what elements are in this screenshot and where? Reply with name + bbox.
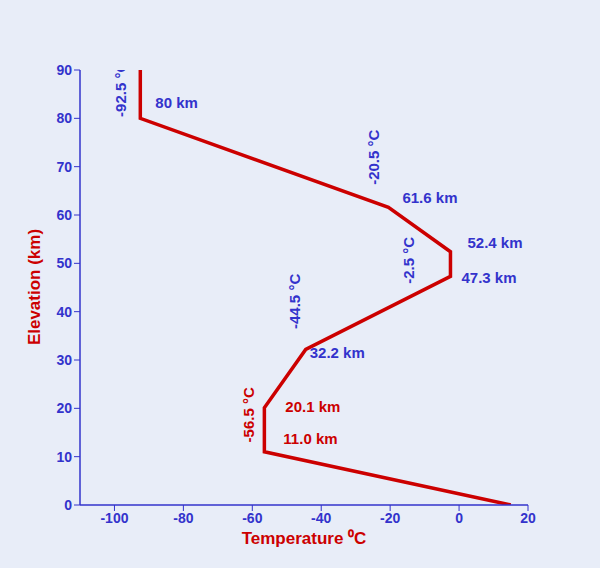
svg-text:-92.5 °C: -92.5 °C (112, 70, 129, 117)
svg-text:20.1 km: 20.1 km (285, 398, 340, 415)
svg-text:40: 40 (56, 304, 72, 320)
svg-text:60: 60 (56, 207, 72, 223)
svg-text:90: 90 (56, 62, 72, 78)
svg-text:11.0 km: 11.0 km (283, 430, 337, 447)
svg-text:0: 0 (455, 510, 463, 526)
svg-text:-44.5 °C: -44.5 °C (286, 274, 303, 329)
svg-text:80: 80 (56, 110, 72, 126)
svg-text:-100: -100 (100, 510, 128, 526)
svg-text:20: 20 (520, 510, 536, 526)
svg-text:50: 50 (56, 255, 72, 271)
svg-text:61.6 km: 61.6 km (402, 189, 457, 206)
svg-text:70: 70 (56, 159, 72, 175)
svg-text:-40: -40 (311, 510, 331, 526)
svg-text:0: 0 (64, 497, 72, 513)
svg-text:20: 20 (56, 400, 72, 416)
svg-text:-20: -20 (380, 510, 400, 526)
svg-text:-2.5 °C: -2.5 °C (400, 237, 417, 284)
svg-text:-56.5 °C: -56.5 °C (240, 387, 257, 442)
svg-text:-80: -80 (173, 510, 193, 526)
svg-text:32.2 km: 32.2 km (310, 344, 365, 361)
svg-text:-60: -60 (242, 510, 262, 526)
html-text:Temperature ⁰C: Temperature ⁰C (241, 528, 367, 548)
svg-text:-20.5 °C: -20.5 °C (365, 130, 382, 185)
svg-text:47.3 km: 47.3 km (461, 269, 516, 286)
svg-text:52.4 km: 52.4 km (467, 234, 522, 251)
svg-text:80 km: 80 km (155, 94, 198, 111)
svg-text:10: 10 (56, 449, 72, 465)
svg-text:30: 30 (56, 352, 72, 368)
html-text:Elevation (km): Elevation (km) (25, 228, 44, 346)
